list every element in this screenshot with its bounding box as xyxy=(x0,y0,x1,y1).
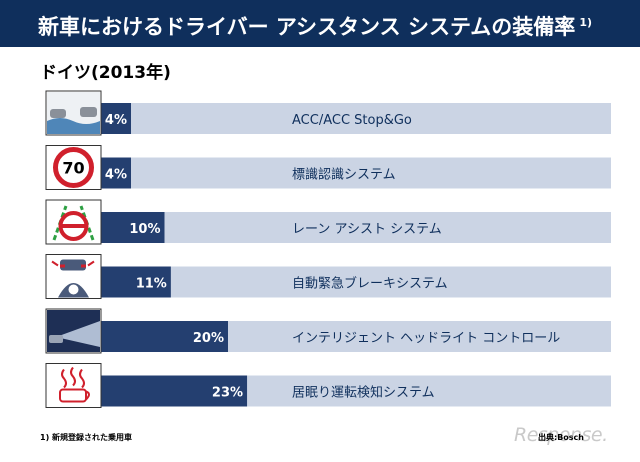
cup-handle xyxy=(85,390,90,401)
bar-3 xyxy=(101,212,165,243)
data-label: 20% xyxy=(193,331,224,346)
road-wave-shape xyxy=(47,118,100,134)
bar-2 xyxy=(101,157,131,189)
title-footnote-marker: 1) xyxy=(579,16,592,29)
car-rear-shape xyxy=(60,259,86,271)
bar-6 xyxy=(101,375,248,407)
lane-assist-icon xyxy=(45,199,102,245)
data-label: 4% xyxy=(105,168,127,183)
data-label: 11% xyxy=(136,277,167,292)
car-following-icon xyxy=(45,90,102,136)
data-label: 4% xyxy=(105,113,127,128)
speed-limit-sign-icon: 70 xyxy=(45,145,102,190)
chart-row: 10% レーン アシスト システム xyxy=(45,199,611,245)
brake-light xyxy=(60,264,65,268)
alert-ray xyxy=(87,260,95,267)
chart-subtitle: ドイツ(2013年) xyxy=(40,63,171,83)
chart-row: 20% インテリジェント ヘッドライト コントロール xyxy=(45,308,611,354)
data-label: 23% xyxy=(212,386,243,401)
category-label: レーン アシスト システム xyxy=(292,222,442,237)
category-label: 標識認識システム xyxy=(292,167,396,183)
category-label: ACC/ACC Stop&Go xyxy=(292,113,412,128)
bar-track xyxy=(101,266,611,298)
steam-line xyxy=(79,368,85,389)
page-title: 新車におけるドライバー アシスタンス システムの装備率 1) xyxy=(38,15,592,39)
category-label: 自動緊急ブレーキシステム xyxy=(292,276,448,292)
category-label: インテリジェント ヘッドライト コントロール xyxy=(292,331,560,346)
response-watermark-logo: Response. xyxy=(514,424,608,446)
car-shape xyxy=(80,107,97,117)
alert-ray xyxy=(51,260,59,267)
brake-light xyxy=(81,264,86,268)
footnote: 1) 新規登録された乗用車 xyxy=(40,433,133,442)
car-shape xyxy=(50,109,66,118)
emergency-brake-icon xyxy=(45,254,102,299)
bar-track xyxy=(101,103,611,134)
chart-row: 11% 自動緊急ブレーキシステム xyxy=(45,254,611,299)
bar-track xyxy=(101,212,611,243)
chart-row: 4% ACC/ACC Stop&Go xyxy=(45,90,611,136)
category-label: 居眠り運転検知システム xyxy=(292,385,435,401)
source-credit: 出典:Bosch xyxy=(538,433,584,442)
steam-line xyxy=(61,368,67,389)
coffee-cup-icon xyxy=(45,363,102,408)
bar-4 xyxy=(101,266,171,298)
data-label: 10% xyxy=(129,222,160,237)
chart-row: 4% 標識認識システム 70 xyxy=(45,145,611,190)
headlight-beam xyxy=(56,321,100,347)
sign-ring xyxy=(53,147,94,188)
steam-line xyxy=(70,366,76,387)
speed-limit-text: 70 xyxy=(62,159,84,178)
cup-body xyxy=(59,388,87,403)
headlight-icon xyxy=(45,308,102,354)
bar-1 xyxy=(101,103,131,134)
header-bar: 新車におけるドライバー アシスタンス システムの装備率 1) xyxy=(0,0,640,47)
car-shape xyxy=(49,335,63,343)
steering-spoke xyxy=(61,224,86,228)
chart-row: 23% 居眠り運転検知システム xyxy=(45,363,611,408)
bar-5 xyxy=(101,321,228,352)
wheel-hub xyxy=(68,284,79,295)
bar-track xyxy=(101,157,611,189)
